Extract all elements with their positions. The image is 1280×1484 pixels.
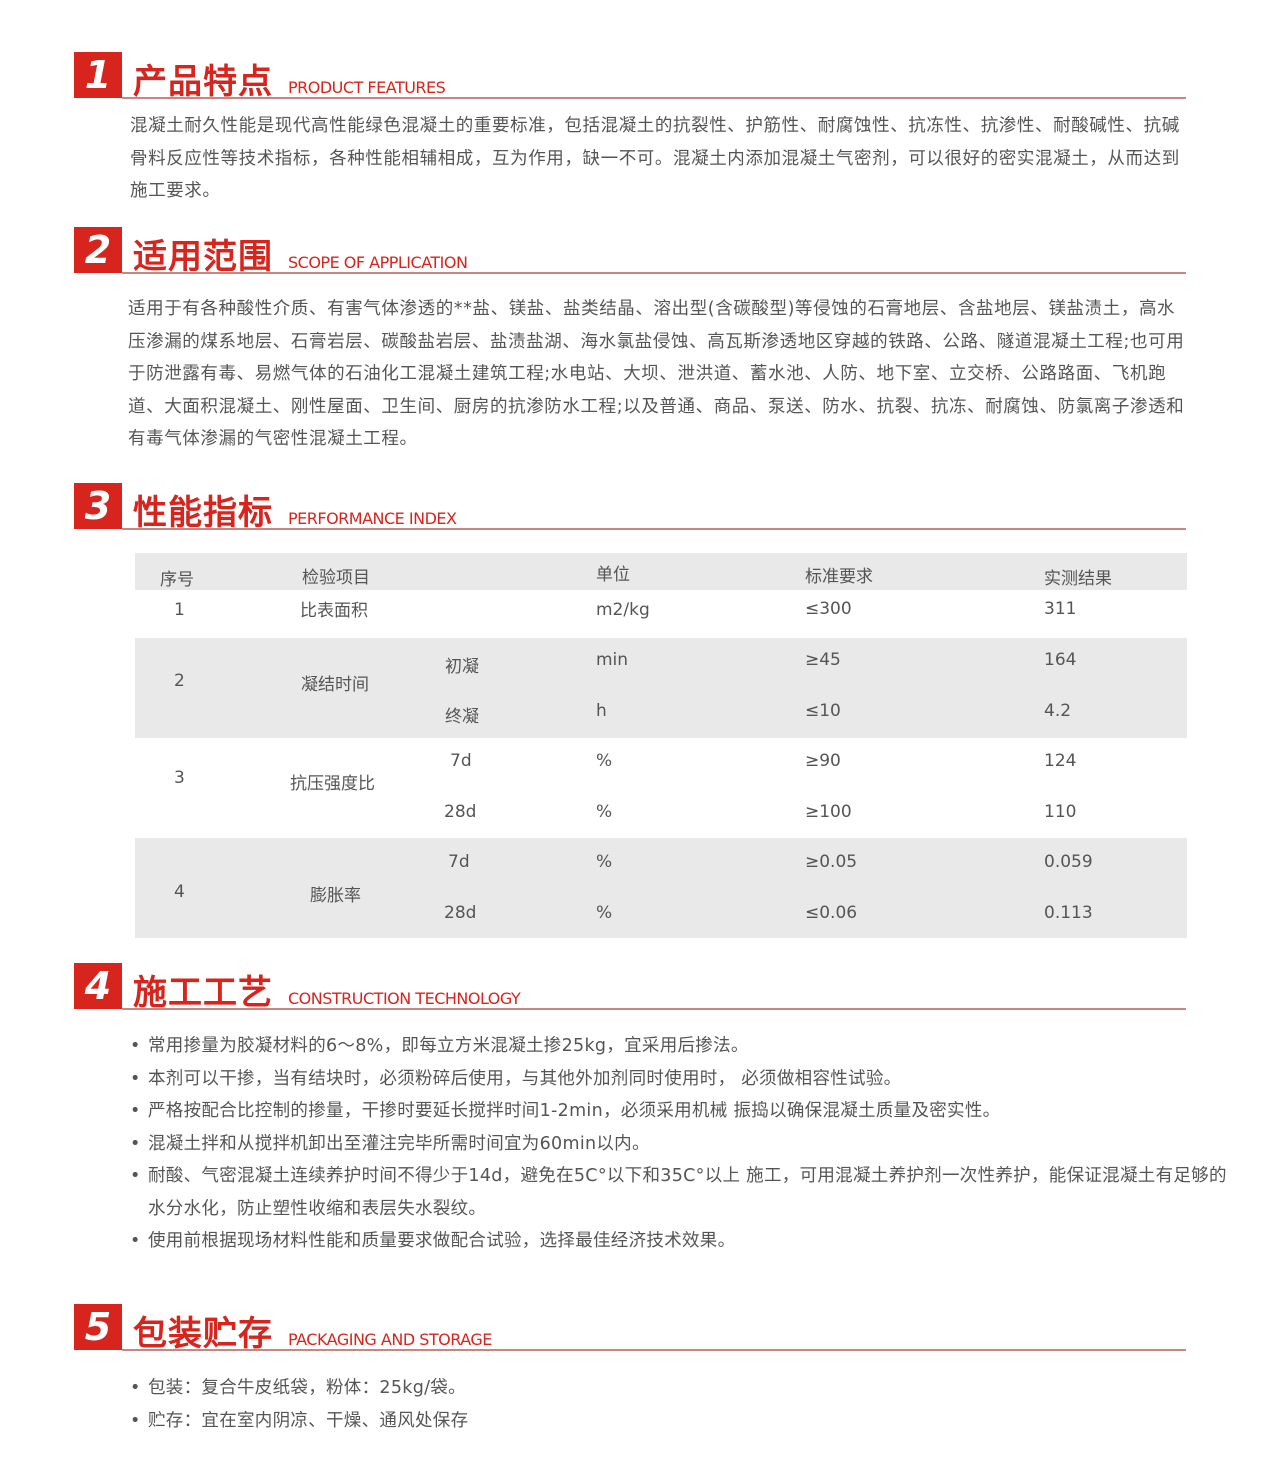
construction-list: 常用掺量为胶凝材料的6～8%，即每立方米混凝土掺25kg，宜采用后掺法。 本剂可… <box>130 1030 1230 1258</box>
row-result: 110 <box>1044 802 1077 822</box>
row-standard: ≤10 <box>805 701 841 721</box>
section-subtitle: PERFORMANCE INDEX <box>288 509 457 528</box>
list-item: 耐酸、气密混凝土连续养护时间不得少于14d，避免在5C°以下和35C°以上 施工… <box>130 1160 1230 1225</box>
list-item: 严格按配合比控制的掺量，干掺时要延长搅拌时间1-2min，必须采用机械 振捣以确… <box>130 1095 1230 1128</box>
row-no: 4 <box>174 882 185 902</box>
row-item: 比表面积 <box>300 601 368 621</box>
packaging-list: 包装：复合牛皮纸袋，粉体：25kg/袋。 贮存：宜在室内阴凉、干燥、通风处保存 <box>130 1372 1230 1437</box>
section-subtitle: PACKAGING AND STORAGE <box>288 1330 492 1349</box>
section-subtitle: SCOPE OF APPLICATION <box>288 253 468 272</box>
row-sub: 初凝 <box>445 657 479 677</box>
section-number: 4 <box>74 963 122 1009</box>
section-title: 包装贮存 <box>133 1314 273 1354</box>
row-no: 2 <box>174 671 185 691</box>
section-divider <box>122 272 1186 274</box>
row-sub: 7d <box>448 852 470 872</box>
section-header-construction: 4 施工工艺 CONSTRUCTION TECHNOLOGY <box>74 963 1186 1013</box>
list-item: 混凝土拌和从搅拌机卸出至灌注完毕所需时间宜为60min以内。 <box>130 1128 1230 1161</box>
row-unit: h <box>596 701 607 721</box>
header-result: 实测结果 <box>1044 569 1112 589</box>
row-item: 凝结时间 <box>301 675 369 695</box>
product-features-text: 混凝土耐久性能是现代高性能绿色混凝土的重要标准，包括混凝土的抗裂性、护筋性、耐腐… <box>130 116 1180 201</box>
section-subtitle: PRODUCT FEATURES <box>288 78 446 97</box>
row-sub: 28d <box>444 903 477 923</box>
section-number: 3 <box>74 483 122 529</box>
table-header-row: 序号 检验项目 单位 标准要求 实测结果 <box>135 553 1187 590</box>
header-unit: 单位 <box>596 565 630 585</box>
row-unit: min <box>596 650 629 670</box>
section-number: 2 <box>74 227 122 273</box>
list-item: 贮存：宜在室内阴凉、干燥、通风处保存 <box>130 1405 1230 1438</box>
row-standard: ≤300 <box>805 599 852 619</box>
row-unit: % <box>596 802 613 822</box>
section-header-packaging: 5 包装贮存 PACKAGING AND STORAGE <box>74 1304 1186 1354</box>
row-sub: 终凝 <box>445 707 479 727</box>
row-standard: ≥90 <box>805 751 841 771</box>
performance-table: 序号 检验项目 单位 标准要求 实测结果 1 比表面积 m2/kg ≤300 3… <box>135 553 1187 938</box>
section-title: 性能指标 <box>133 493 273 533</box>
section-divider <box>122 1349 1186 1351</box>
row-result: 124 <box>1044 751 1077 771</box>
row-unit: % <box>596 751 613 771</box>
section-divider <box>122 97 1186 99</box>
section-title: 产品特点 <box>133 62 273 102</box>
list-item: 本剂可以干掺，当有结块时，必须粉碎后使用，与其他外加剂同时使用时， 必须做相容性… <box>130 1063 1230 1096</box>
row-standard: ≥45 <box>805 650 841 670</box>
header-no: 序号 <box>160 570 194 590</box>
section-header-performance: 3 性能指标 PERFORMANCE INDEX <box>74 483 1186 533</box>
table-row: 4 膨胀率 7d % ≥0.05 0.059 28d % ≤0.06 0.113 <box>135 838 1187 938</box>
section-title: 适用范围 <box>133 237 273 277</box>
row-result: 4.2 <box>1044 701 1072 721</box>
row-result: 164 <box>1044 650 1077 670</box>
section-title: 施工工艺 <box>133 973 273 1013</box>
section-divider <box>122 1008 1186 1010</box>
row-no: 3 <box>174 768 185 788</box>
scope-text: 适用于有各种酸性介质、有害气体渗透的**盐、镁盐、盐类结晶、溶出型(含碳酸型)等… <box>128 299 1185 449</box>
section-number: 1 <box>74 52 122 98</box>
row-standard: ≥0.05 <box>805 852 858 872</box>
list-item: 包装：复合牛皮纸袋，粉体：25kg/袋。 <box>130 1372 1230 1405</box>
row-unit: % <box>596 903 613 923</box>
row-unit: % <box>596 852 613 872</box>
row-unit: m2/kg <box>596 600 650 620</box>
row-result: 0.113 <box>1044 903 1093 923</box>
row-sub: 28d <box>444 802 477 822</box>
section-subtitle: CONSTRUCTION TECHNOLOGY <box>288 989 521 1008</box>
header-standard: 标准要求 <box>805 567 873 587</box>
section-header-product-features: 1 产品特点 PRODUCT FEATURES <box>74 52 1186 102</box>
list-item: 使用前根据现场材料性能和质量要求做配合试验，选择最佳经济技术效果。 <box>130 1225 1230 1258</box>
row-no: 1 <box>174 600 185 620</box>
section-number: 5 <box>74 1304 122 1350</box>
section-header-scope: 2 适用范围 SCOPE OF APPLICATION <box>74 227 1186 277</box>
list-item: 常用掺量为胶凝材料的6～8%，即每立方米混凝土掺25kg，宜采用后掺法。 <box>130 1030 1230 1063</box>
table-row: 2 凝结时间 初凝 min ≥45 164 终凝 h ≤10 4.2 <box>135 638 1187 738</box>
table-row: 1 比表面积 m2/kg ≤300 311 <box>135 590 1187 638</box>
row-sub: 7d <box>450 751 472 771</box>
table-row: 3 抗压强度比 7d % ≥90 124 28d % ≥100 110 <box>135 738 1187 838</box>
row-standard: ≥100 <box>805 802 852 822</box>
row-result: 311 <box>1044 599 1077 619</box>
row-item: 抗压强度比 <box>290 774 375 794</box>
row-item: 膨胀率 <box>310 886 361 906</box>
row-result: 0.059 <box>1044 852 1093 872</box>
header-item: 检验项目 <box>302 568 370 588</box>
row-standard: ≤0.06 <box>805 903 858 923</box>
section-divider <box>122 528 1186 530</box>
